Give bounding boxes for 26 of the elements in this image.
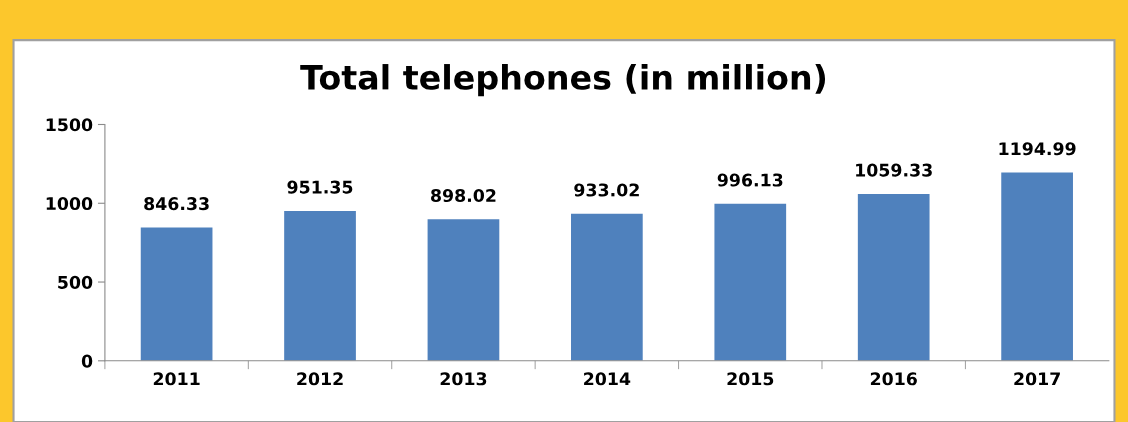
x-tick-label: 2014 <box>584 372 631 386</box>
data-label: 1194.99 <box>999 142 1076 156</box>
bar <box>427 219 500 361</box>
data-label: 898.02 <box>431 188 496 203</box>
bar <box>714 203 787 361</box>
x-tick-label: 2011 <box>153 372 200 386</box>
bar <box>571 213 643 361</box>
x-tick-label: 2015 <box>727 372 774 386</box>
bar <box>1001 172 1073 361</box>
bar <box>140 227 213 361</box>
y-tick-label: 500 <box>58 275 93 289</box>
data-label: 996.13 <box>717 173 783 187</box>
y-tick-label: 1500 <box>46 118 93 132</box>
bar <box>857 193 930 361</box>
data-label: 1059.33 <box>856 163 932 177</box>
chart-title: Total telephones (in million) <box>300 64 826 97</box>
data-label: 933.02 <box>574 183 639 197</box>
data-label: 846.33 <box>144 197 209 211</box>
y-tick-label: 0 <box>81 354 93 368</box>
x-tick-label: 2016 <box>870 372 917 386</box>
x-tick-label: 2013 <box>440 372 487 386</box>
x-tick-label: 2017 <box>1014 372 1060 386</box>
data-label: 951.35 <box>287 180 353 194</box>
y-tick-label: 1000 <box>46 196 93 211</box>
x-tick-label: 2012 <box>297 372 343 386</box>
bar <box>284 210 356 361</box>
